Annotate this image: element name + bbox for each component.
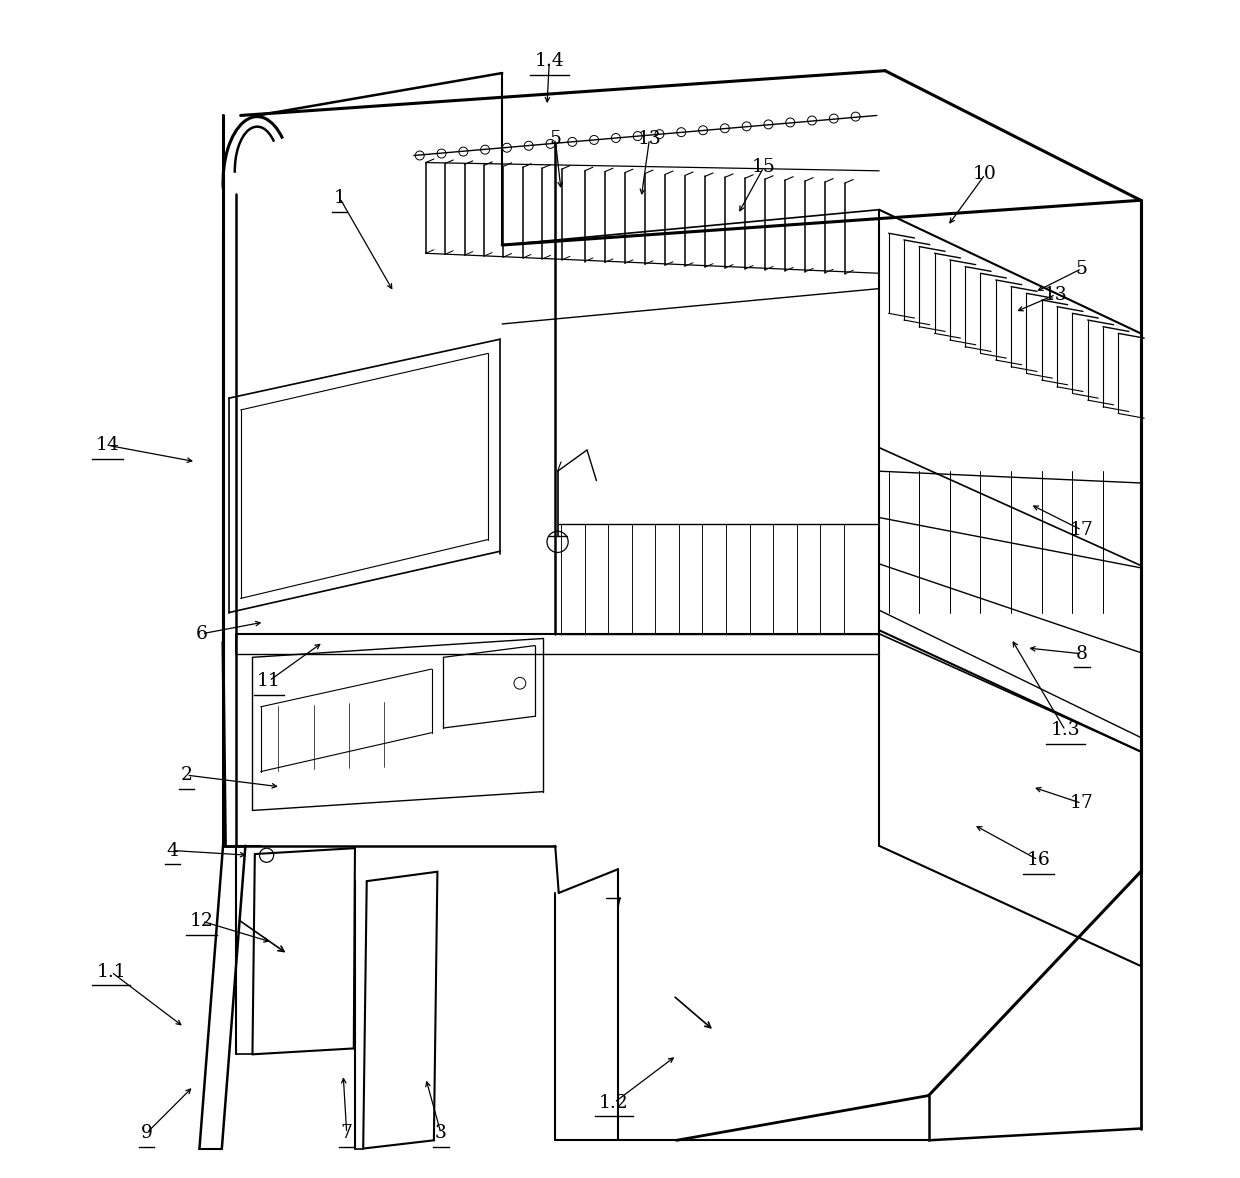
Text: 1: 1 [334, 188, 346, 207]
Text: 5: 5 [1076, 259, 1087, 278]
Text: 9: 9 [140, 1124, 153, 1143]
Text: 2: 2 [181, 766, 192, 785]
Text: 13: 13 [1044, 285, 1068, 304]
Text: 13: 13 [637, 130, 661, 148]
Text: 17: 17 [1070, 794, 1094, 813]
Text: 4: 4 [166, 841, 179, 860]
Text: 10: 10 [973, 165, 997, 184]
Text: 5: 5 [549, 130, 562, 148]
Text: 11: 11 [257, 671, 280, 690]
Text: 15: 15 [751, 158, 776, 177]
Text: 7: 7 [341, 1124, 352, 1143]
Text: 1.1: 1.1 [97, 962, 126, 981]
Text: 1.2: 1.2 [599, 1093, 629, 1112]
Text: 12: 12 [190, 912, 213, 931]
Text: 3: 3 [435, 1124, 446, 1143]
Text: 6: 6 [196, 624, 208, 643]
Text: 1.3: 1.3 [1050, 721, 1080, 740]
Text: 14: 14 [95, 436, 119, 455]
Text: 16: 16 [1027, 851, 1050, 869]
Text: 1.4: 1.4 [534, 52, 564, 71]
Text: 8: 8 [1076, 644, 1087, 663]
Text: 17: 17 [1070, 521, 1094, 540]
